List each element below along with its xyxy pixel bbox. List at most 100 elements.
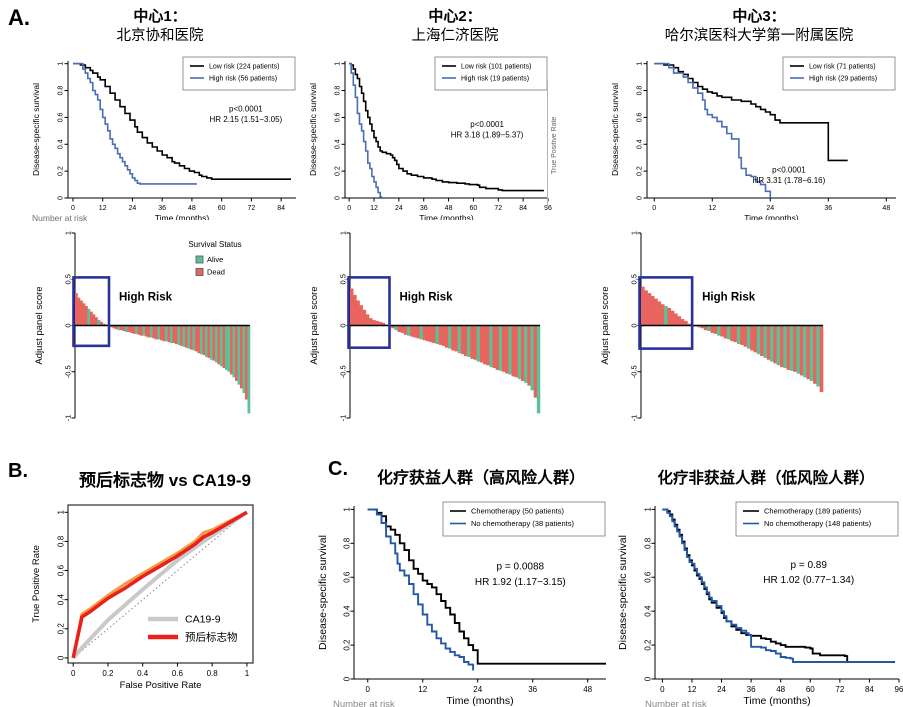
- y-axis-label: Disease-specific survival: [318, 535, 329, 650]
- legend-box: [434, 56, 548, 91]
- svg-text:24: 24: [129, 205, 137, 212]
- plot-frame: [67, 504, 254, 664]
- center1-title: 中心1： 北京协和医院: [55, 8, 265, 45]
- svg-text:0.8: 0.8: [57, 535, 66, 547]
- center3-title: 中心3： 哈尔滨医科大学第一附属医院: [615, 8, 903, 45]
- svg-text:0: 0: [644, 676, 653, 681]
- svg-text:12: 12: [708, 205, 716, 212]
- legend-box: [735, 501, 899, 537]
- center2-title-line1: 中心2：: [428, 8, 482, 25]
- true-positive-rate-cropped-label: True Positive Rate: [551, 116, 558, 174]
- svg-text:0.2: 0.2: [343, 639, 352, 651]
- svg-text:0.6: 0.6: [343, 571, 352, 583]
- series-high-risk: [73, 62, 197, 185]
- series-no-chemotherapy: [367, 508, 475, 671]
- svg-text:-0.5: -0.5: [630, 365, 639, 378]
- svg-text:0: 0: [637, 196, 644, 200]
- svg-text:0.5: 0.5: [630, 274, 639, 284]
- svg-text:0.8: 0.8: [644, 537, 653, 549]
- series-chemotherapy: [367, 508, 606, 665]
- svg-text:36: 36: [824, 205, 832, 212]
- svg-text:36: 36: [420, 205, 428, 212]
- number-at-risk-cropped-text: Number at risk: [32, 213, 88, 223]
- svg-text:0.8: 0.8: [58, 86, 65, 96]
- svg-text:12: 12: [418, 685, 427, 694]
- stats-annotation: p<0.0001: [772, 165, 806, 174]
- svg-text:0.4: 0.4: [137, 669, 149, 678]
- svg-text:0: 0: [335, 196, 342, 200]
- svg-text:0.6: 0.6: [58, 112, 65, 122]
- svg-text:12: 12: [99, 205, 107, 212]
- svg-text:60: 60: [806, 685, 815, 694]
- y-axis-label: Disease-specific survival: [31, 83, 41, 176]
- series-low-risk: [349, 62, 544, 192]
- svg-text:0: 0: [339, 323, 348, 327]
- high-risk-label: High Risk: [400, 292, 454, 304]
- series-marker: [71, 510, 248, 659]
- svg-text:0.8: 0.8: [343, 537, 352, 549]
- svg-text:0.2: 0.2: [644, 639, 653, 651]
- x-axis-label: Time (months): [155, 213, 210, 220]
- svg-text:0: 0: [71, 669, 76, 678]
- svg-text:Low risk (224 patients): Low risk (224 patients): [209, 64, 279, 71]
- score-waterfall-center2: 1 0.5 0 -0.5 -1 Adjust panel score High Risk: [309, 231, 541, 422]
- roc-chart: 0 0.2 0.4 0.6 0.8 1 0 0.2 0.4 0.6 0.8 1 False Positi…: [31, 504, 254, 691]
- svg-text:0: 0: [71, 205, 75, 212]
- panel-c-label: C.: [328, 458, 348, 480]
- series-high-risk: [349, 62, 383, 198]
- center1-title-line1: 中心1：: [133, 8, 187, 25]
- svg-text:No chemotherapy (38 patients): No chemotherapy (38 patients): [471, 519, 574, 528]
- svg-text:High risk (56 patients): High risk (56 patients): [209, 76, 277, 83]
- svg-text:Alive: Alive: [207, 255, 223, 264]
- center2-title-line2: 上海仁济医院: [411, 27, 499, 44]
- svg-text:84: 84: [277, 205, 285, 212]
- x-axis-label: Time (months): [744, 213, 799, 220]
- panel-b-label: B.: [8, 460, 28, 482]
- svg-text:-1: -1: [339, 415, 348, 422]
- svg-text:-0.5: -0.5: [64, 365, 73, 378]
- svg-text:Low risk (101 patients): Low risk (101 patients): [461, 64, 531, 71]
- svg-text:0: 0: [630, 323, 639, 327]
- x-axis-label: Time (months): [419, 213, 474, 220]
- svg-text:1: 1: [644, 507, 653, 512]
- svg-text:0: 0: [366, 685, 371, 694]
- panel-b-title: 预后标志物 vs CA19-9: [79, 471, 251, 490]
- svg-text:0.4: 0.4: [644, 605, 653, 617]
- number-at-risk-cropped-text: Number at risk: [645, 699, 707, 707]
- y-axis-label: Disease-specific survival: [618, 535, 629, 650]
- series-low-risk: [73, 62, 291, 180]
- svg-text:48: 48: [583, 685, 592, 694]
- y-axis-label: Disease-specific survival: [308, 83, 318, 176]
- series-ca19-9: [71, 510, 249, 660]
- svg-text:Dead: Dead: [207, 268, 225, 277]
- svg-text:24: 24: [766, 205, 774, 212]
- high-risk-box: [638, 276, 694, 350]
- y-axis-label: Adjust panel score: [34, 286, 45, 364]
- svg-text:1: 1: [245, 669, 250, 678]
- svg-text:Chemotherapy (189 patients): Chemotherapy (189 patients): [764, 507, 862, 516]
- y-axis-label: Adjust panel score: [309, 286, 320, 364]
- svg-text:-1: -1: [630, 415, 639, 422]
- svg-text:0.8: 0.8: [637, 86, 644, 96]
- svg-text:24: 24: [395, 205, 403, 212]
- svg-text:0: 0: [660, 685, 665, 694]
- svg-text:12: 12: [688, 685, 697, 694]
- svg-text:0: 0: [57, 655, 66, 660]
- cropped-axis-line: [547, 80, 548, 208]
- series-marker-upper: [71, 510, 248, 659]
- stats-annotation: p = 0.0088: [497, 562, 545, 573]
- svg-text:48: 48: [445, 205, 453, 212]
- svg-text:84: 84: [865, 685, 874, 694]
- svg-text:0.6: 0.6: [172, 669, 184, 678]
- km-chart-chemo-benefit: 0 0.2 0.4 0.6 0.8 1 0 12 24 36 48 Time (months) Dise…: [318, 501, 606, 707]
- svg-text:1: 1: [630, 231, 639, 235]
- svg-text:Low risk (71 patients): Low risk (71 patients): [809, 64, 876, 71]
- svg-text:0.6: 0.6: [644, 571, 653, 583]
- high-risk-box: [347, 276, 391, 350]
- svg-text:-1: -1: [64, 415, 73, 422]
- svg-text:0.2: 0.2: [335, 166, 342, 176]
- x-axis-label: Time (months): [743, 695, 810, 707]
- km-chart-chemo-nonbenefit: 0 0.2 0.4 0.6 0.8 1 0 12 24 36 48 60 72 84 96 Time (mon…: [618, 501, 903, 707]
- km-chart-center1: 0 0.2 0.4 0.6 0.8 1 0 12 24 36 48 60 72 84 Time (month…: [31, 56, 296, 220]
- svg-text:No chemotherapy (148 patients): No chemotherapy (148 patients): [764, 519, 872, 528]
